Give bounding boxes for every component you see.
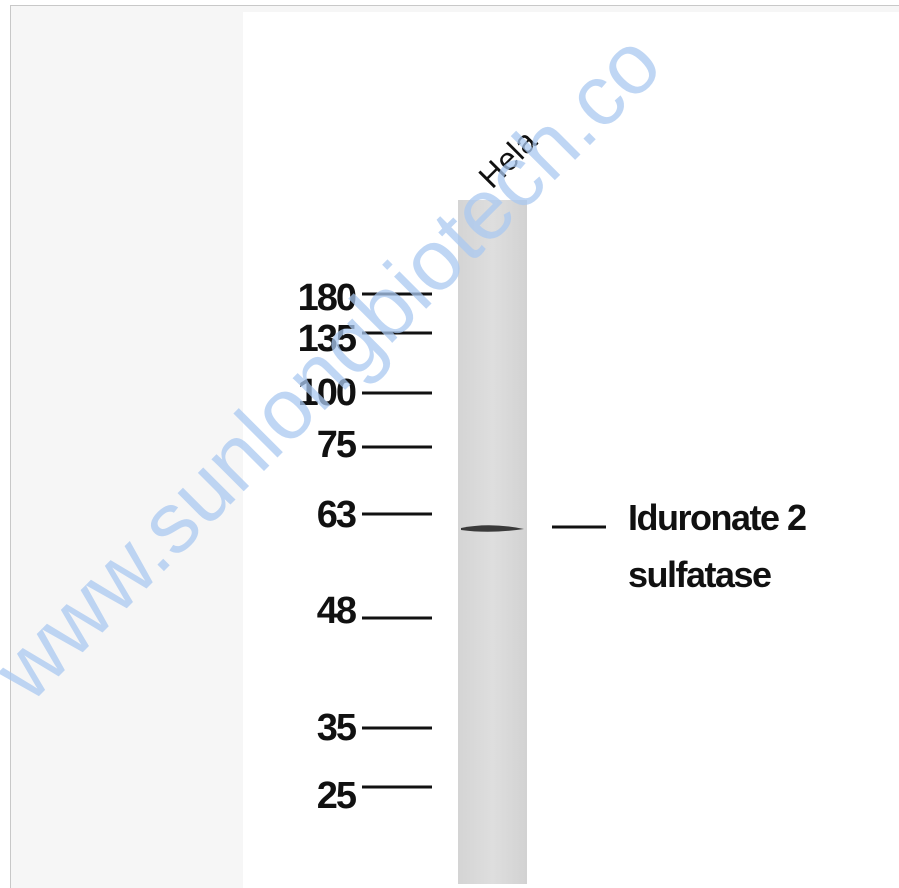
- page: Hela 1801351007563483525 Iduronate 2 sul…: [0, 0, 899, 888]
- target-label: Iduronate 2: [628, 497, 806, 538]
- marker-label: 48: [317, 590, 356, 632]
- marker-label: 25: [317, 775, 357, 817]
- target-label: sulfatase: [628, 554, 771, 595]
- blot-figure: Hela 1801351007563483525 Iduronate 2 sul…: [0, 0, 899, 888]
- marker-label: 35: [317, 707, 357, 749]
- marker-label: 63: [317, 494, 356, 536]
- gel-lane: [458, 200, 527, 884]
